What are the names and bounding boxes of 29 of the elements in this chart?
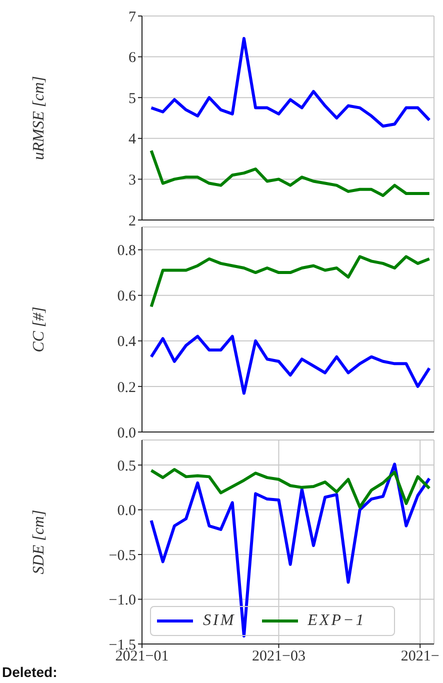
y-tick-label: 0.5: [117, 458, 136, 474]
y-tick-label: 0.0: [117, 425, 136, 442]
y-tick-label: 7: [128, 9, 136, 26]
line-series: [150, 149, 431, 198]
y-tick-label: 4: [128, 132, 136, 148]
legend-label: EXP−1: [308, 612, 366, 630]
line-series: [150, 255, 431, 308]
y-tick-label: 0.6: [117, 288, 136, 305]
line-series: [150, 334, 431, 395]
text: Deleted:: [2, 664, 58, 680]
y-tick-label: 6: [128, 50, 136, 66]
x-tick-label: 2021−03: [252, 648, 306, 665]
y-tick-label: −0.5: [108, 548, 136, 564]
x-tick-label: 2021−: [400, 648, 440, 665]
y-axis-title: uRMSE [cm]: [30, 76, 48, 160]
y-tick-label: 0.0: [117, 503, 136, 520]
line-series: [150, 462, 431, 638]
y-tick-label: 3: [128, 172, 136, 189]
line-series: [150, 36, 431, 128]
y-axis-title: SDE [cm]: [30, 510, 48, 574]
y-tick-label: 2: [128, 213, 136, 230]
y-tick-label: 5: [128, 90, 136, 107]
y-axis-title: CC [#]: [30, 306, 48, 352]
line-series: [150, 468, 431, 509]
y-tick-label: 0.4: [117, 334, 136, 350]
y-tick-label: 0.8: [117, 243, 136, 260]
legend-label: SIM: [203, 612, 236, 630]
y-tick-label: 0.2: [117, 380, 136, 396]
y-tick-label: −1.0: [108, 592, 136, 609]
